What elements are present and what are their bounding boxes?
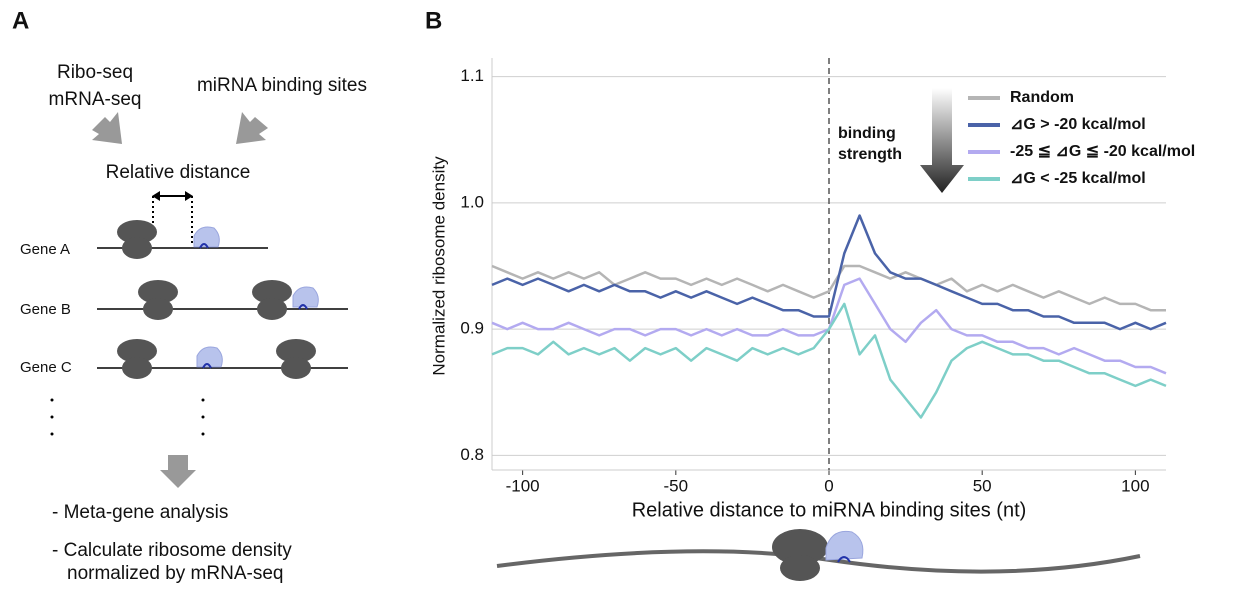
step-label: - Meta-gene analysis	[52, 502, 228, 523]
x-tick-label: -50	[664, 476, 689, 495]
legend-label: ⊿G > -20 kcal/mol	[1010, 116, 1146, 133]
x-tick-label: 50	[973, 476, 992, 495]
step-label: Relative distance	[106, 162, 251, 183]
schematic	[496, 529, 1141, 581]
y-tick-label: 0.9	[460, 319, 484, 338]
x-tick-label: 0	[824, 476, 833, 495]
y-tick-label: 1.0	[460, 192, 484, 211]
gene-label: Gene C	[20, 359, 72, 376]
series-line	[491, 264, 1166, 312]
panel-label: B	[425, 7, 442, 34]
y-tick-label: 1.1	[460, 66, 484, 85]
legend-label: ⊿G < -25 kcal/mol	[1010, 170, 1146, 187]
arrow	[236, 112, 268, 144]
ellipsis	[50, 398, 205, 436]
y-tick-label: 0.8	[460, 445, 484, 464]
arrow	[160, 455, 196, 488]
mirna	[193, 226, 319, 368]
panel-label: A	[12, 7, 29, 34]
input-label: mRNA-seq	[49, 89, 142, 110]
x-tick-label: 100	[1121, 476, 1149, 495]
gene-label: Gene A	[20, 241, 70, 258]
annotation-line: binding	[838, 125, 896, 142]
gene-label: Gene B	[20, 301, 71, 318]
x-tick-label: -100	[506, 476, 540, 495]
annotation-line: strength	[838, 146, 902, 163]
series-line	[491, 302, 1167, 419]
step-label: normalized by mRNA-seq	[67, 563, 283, 584]
strength-arrow	[920, 88, 964, 193]
input-label: miRNA binding sites	[197, 75, 367, 96]
legend-label: -25 ≦ ⊿G ≦ -20 kcal/mol	[1010, 143, 1195, 160]
step-label: - Calculate ribosome density	[52, 540, 292, 561]
legend-label: Random	[1010, 89, 1074, 106]
plot: 0.8 0.9 1.0 1.1 -100 -50 0 50 100 Relative distan…	[429, 58, 1195, 521]
ribosomes	[117, 220, 316, 379]
panel-a: Ribo-seq mRNA-seq miRNA binding sites Re…	[20, 62, 367, 584]
arrow	[92, 112, 122, 144]
binding-site	[199, 243, 308, 369]
series-line	[491, 214, 1167, 331]
x-axis-label: Relative distance to miRNA binding sites…	[632, 499, 1027, 521]
input-label: Ribo-seq	[57, 62, 133, 83]
y-axis-label: Normalized ribosome density	[429, 156, 448, 376]
